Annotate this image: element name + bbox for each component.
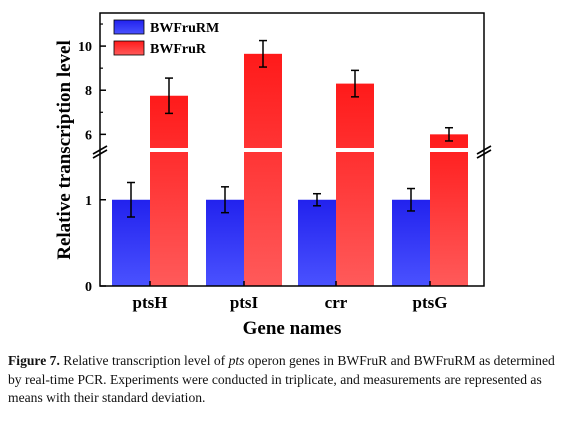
legend-label-BWFruRM: BWFruRM xyxy=(150,21,219,36)
legend-label-BWFruR: BWFruR xyxy=(150,42,207,57)
y-tick-label-10: 10 xyxy=(78,40,92,55)
caption-label: Figure 7. xyxy=(8,353,60,368)
caption-italic: pts xyxy=(228,353,245,368)
ticks-layer: 0 1 6 8 10 ptsH ptsI crr ptsG xyxy=(78,23,448,312)
bar-BWFruR-ptsI xyxy=(244,53,282,286)
x-tick-label-ptsH: ptsH xyxy=(133,293,168,312)
bar-BWFruR-ptsH xyxy=(150,95,188,286)
bars-layer xyxy=(112,53,468,286)
x-tick-label-ptsG: ptsG xyxy=(413,293,448,312)
bar-BWFruR-ptsG xyxy=(430,134,468,286)
plot-frame xyxy=(99,12,485,287)
caption-text-start: Relative transcription level of xyxy=(59,353,229,368)
x-tick-label-crr: crr xyxy=(325,293,348,312)
bar-BWFruRM-ptsG xyxy=(392,199,430,286)
x-axis-label: Gene names xyxy=(243,318,342,339)
y-axis-label: Relative transcription level xyxy=(54,40,75,260)
y-tick-label-6: 6 xyxy=(85,128,92,143)
x-tick-label-ptsI: ptsI xyxy=(230,293,259,312)
legend-swatch-BWFruR xyxy=(113,40,145,56)
y-tick-label-1: 1 xyxy=(85,194,92,209)
axis-break-gap xyxy=(98,148,486,152)
legend: BWFruRM BWFruR xyxy=(113,19,219,57)
figure-caption: Figure 7. Relative transcription level o… xyxy=(8,352,562,408)
caption-text-end: operon genes in BWFruR and BWFruRM as de… xyxy=(8,353,555,405)
bar-BWFruR-crr xyxy=(336,83,374,286)
y-tick-label-8: 8 xyxy=(85,84,92,99)
bar-chart: 0 1 6 8 10 ptsH ptsI crr ptsG BWFruRM BWFruR Rela… xyxy=(54,12,492,339)
y-tick-label-0: 0 xyxy=(85,280,92,295)
bar-BWFruRM-crr xyxy=(298,199,336,286)
legend-swatch-BWFruRM xyxy=(113,19,145,35)
error-bars-layer xyxy=(127,39,453,218)
bar-BWFruRM-ptsI xyxy=(206,199,244,286)
